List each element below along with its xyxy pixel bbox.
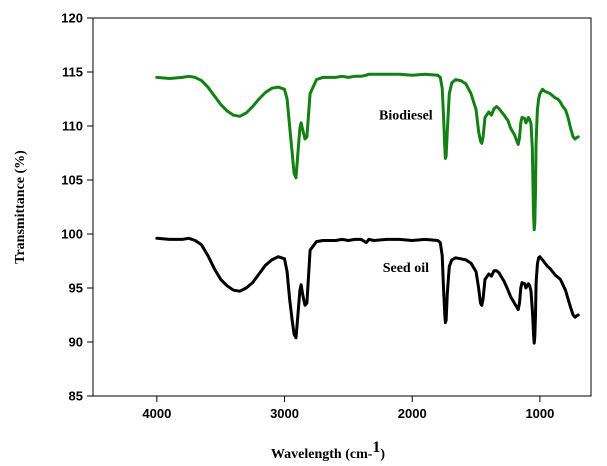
x-axis-title: Wavelength (cm-1) bbox=[271, 439, 385, 462]
y-tick-label: 85 bbox=[69, 389, 83, 404]
y-tick-label: 105 bbox=[61, 173, 83, 188]
series-line-seed-oil bbox=[155, 236, 580, 345]
y-tick-label: 100 bbox=[61, 227, 83, 242]
x-axis-title-main: Wavelength (cm- bbox=[271, 447, 373, 462]
plot-area bbox=[92, 17, 592, 397]
series-lines bbox=[155, 72, 580, 345]
y-tick-label: 110 bbox=[62, 119, 83, 134]
x-axis: 4000 3000 2000 1000 bbox=[142, 396, 554, 421]
y-tick-label: 90 bbox=[69, 335, 83, 350]
x-axis-title-superscript: 1 bbox=[372, 439, 380, 456]
x-tick-label: 4000 bbox=[142, 406, 171, 421]
series-line-biodiesel bbox=[155, 72, 580, 232]
x-tick-label: 2000 bbox=[398, 406, 427, 421]
y-axis: 85 90 95 100 105 110 115 120 bbox=[61, 11, 93, 404]
series-labels: Biodiesel Seed oil bbox=[379, 109, 433, 276]
y-tick-label: 115 bbox=[62, 65, 83, 80]
x-tick-label: 1000 bbox=[525, 406, 554, 421]
series-label-seed-oil: Seed oil bbox=[383, 261, 429, 276]
x-tick-label: 3000 bbox=[270, 406, 299, 421]
series-label-biodiesel: Biodiesel bbox=[379, 109, 433, 124]
y-axis-title: Transmittance (%) bbox=[13, 150, 28, 264]
y-tick-label: 95 bbox=[69, 281, 83, 296]
x-axis-title-close: ) bbox=[380, 447, 385, 462]
y-tick-label: 120 bbox=[61, 11, 83, 26]
